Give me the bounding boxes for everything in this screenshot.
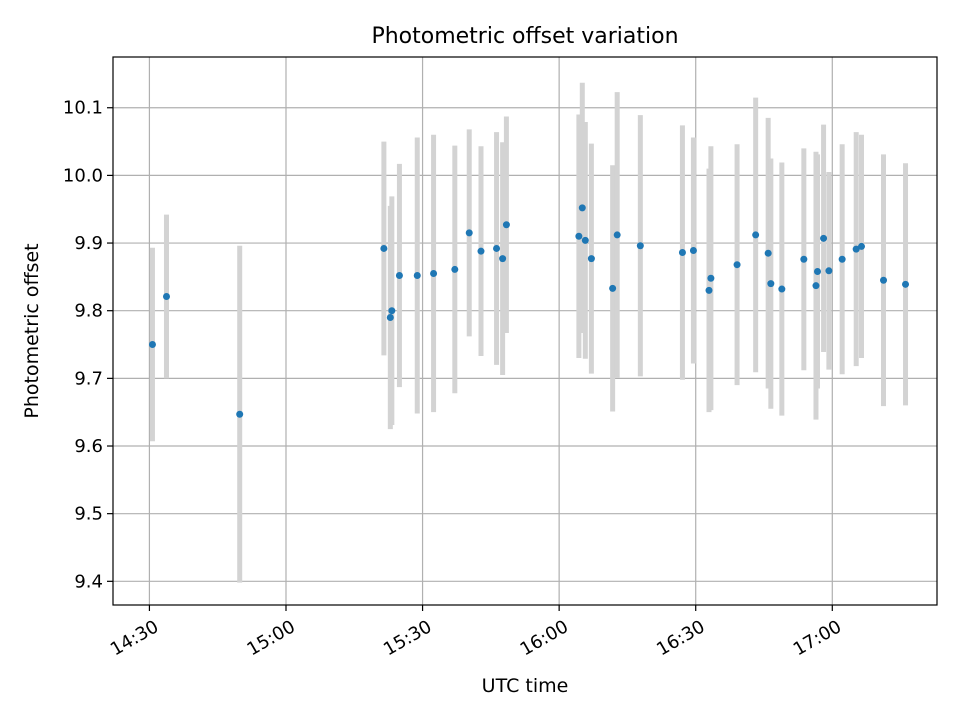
data-point [852, 245, 860, 253]
data-point [430, 269, 438, 277]
x-tick-label: 15:30 [380, 616, 435, 660]
x-tick-label: 16:00 [517, 616, 572, 660]
data-point [388, 307, 396, 315]
data-point [812, 282, 820, 290]
data-point [386, 313, 394, 321]
data-point [578, 204, 586, 212]
data-point [820, 234, 828, 242]
data-point [236, 410, 244, 418]
data-point [609, 284, 617, 292]
data-point [499, 255, 507, 263]
data-point [587, 255, 595, 263]
data-point [707, 274, 715, 282]
data-point [689, 246, 697, 254]
data-point [380, 244, 388, 252]
data-point [465, 229, 473, 237]
data-point [800, 255, 808, 263]
data-point [838, 255, 846, 263]
data-point [636, 242, 644, 250]
y-tick-label: 10.0 [63, 165, 103, 186]
data-point [502, 221, 510, 229]
data-point [581, 236, 589, 244]
y-axis-label: Photometric offset [21, 243, 43, 418]
data-point [778, 285, 786, 293]
data-point [613, 231, 621, 239]
y-tick-label: 9.6 [74, 436, 103, 457]
y-tick-label: 9.7 [74, 368, 103, 389]
x-tick-label: 15:00 [243, 616, 298, 660]
data-point [767, 280, 775, 288]
data-point [395, 272, 403, 280]
data-point [148, 341, 156, 349]
x-axis-label: UTC time [482, 675, 569, 697]
data-point [764, 249, 772, 257]
data-point [705, 286, 713, 294]
y-tick-label: 10.1 [63, 98, 103, 119]
data-point [451, 265, 459, 273]
data-point [733, 261, 741, 269]
y-tick-label: 9.5 [74, 504, 103, 525]
data-point [902, 280, 910, 288]
data-point [477, 247, 485, 255]
error-bars [149, 82, 909, 583]
y-tick-label: 9.4 [74, 571, 103, 592]
data-point [825, 267, 833, 275]
data-point [678, 249, 686, 257]
data-point [880, 276, 888, 284]
x-tick-label: 14:30 [107, 616, 162, 660]
data-point [752, 231, 760, 239]
y-tick-label: 9.8 [74, 301, 103, 322]
grid [113, 57, 937, 605]
data-points [148, 204, 910, 418]
x-tick-label: 16:30 [653, 616, 708, 660]
data-point [162, 292, 170, 300]
data-point [813, 267, 821, 275]
chart-title: Photometric offset variation [371, 24, 678, 49]
x-tick-label: 17:00 [790, 616, 845, 660]
data-point [858, 242, 866, 250]
data-point [493, 244, 501, 252]
plot-frame [112, 56, 938, 606]
y-tick-label: 9.9 [74, 233, 103, 254]
data-point [413, 272, 421, 280]
data-point [575, 232, 583, 240]
